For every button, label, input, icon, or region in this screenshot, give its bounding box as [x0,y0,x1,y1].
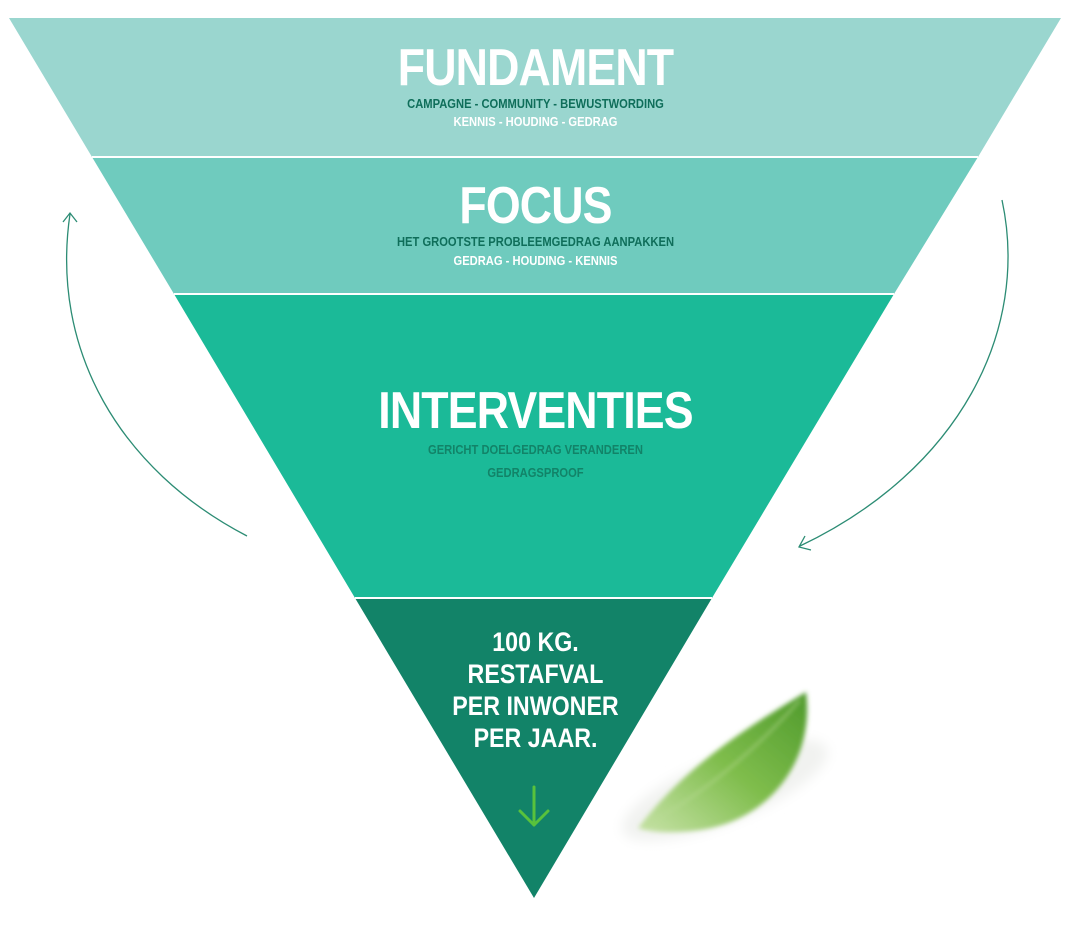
tier-focus-subtitle: HET GROOTSTE PROBLEEMGEDRAG AANPAKKEN [396,234,675,249]
curved-arrow-up-icon [62,211,248,537]
tier-focus-title: FOCUS [459,177,612,235]
tier-fundament-title: FUNDAMENT [397,39,674,97]
tier-interventies-title: INTERVENTIES [378,382,693,440]
tier-fundament-subtitle: CAMPAGNE - COMMUNITY - BEWUSTWORDING [407,96,664,111]
tier-focus-subtitle: GEDRAG - HOUDING - KENNIS [453,253,618,268]
goal-line: 100 KG. [492,627,579,657]
curved-arrow-down-icon [798,199,1009,551]
tier-goal [355,598,712,898]
tier-interventies [174,294,894,598]
tier-fundament [9,18,1061,157]
leaf-image [622,692,828,841]
down-arrow-icon [518,785,550,827]
tier-focus [92,157,978,294]
tier-interventies-subtitle: GERICHT DOELGEDRAG VERANDEREN [428,442,643,457]
goal-line: PER JAAR. [473,723,598,753]
tier-fundament-subtitle: KENNIS - HOUDING - GEDRAG [453,114,618,129]
tier-interventies-subtitle: GEDRAGSPROOF [487,465,584,480]
goal-line: RESTAFVAL [467,659,604,689]
goal-line: PER INWONER [452,691,619,721]
